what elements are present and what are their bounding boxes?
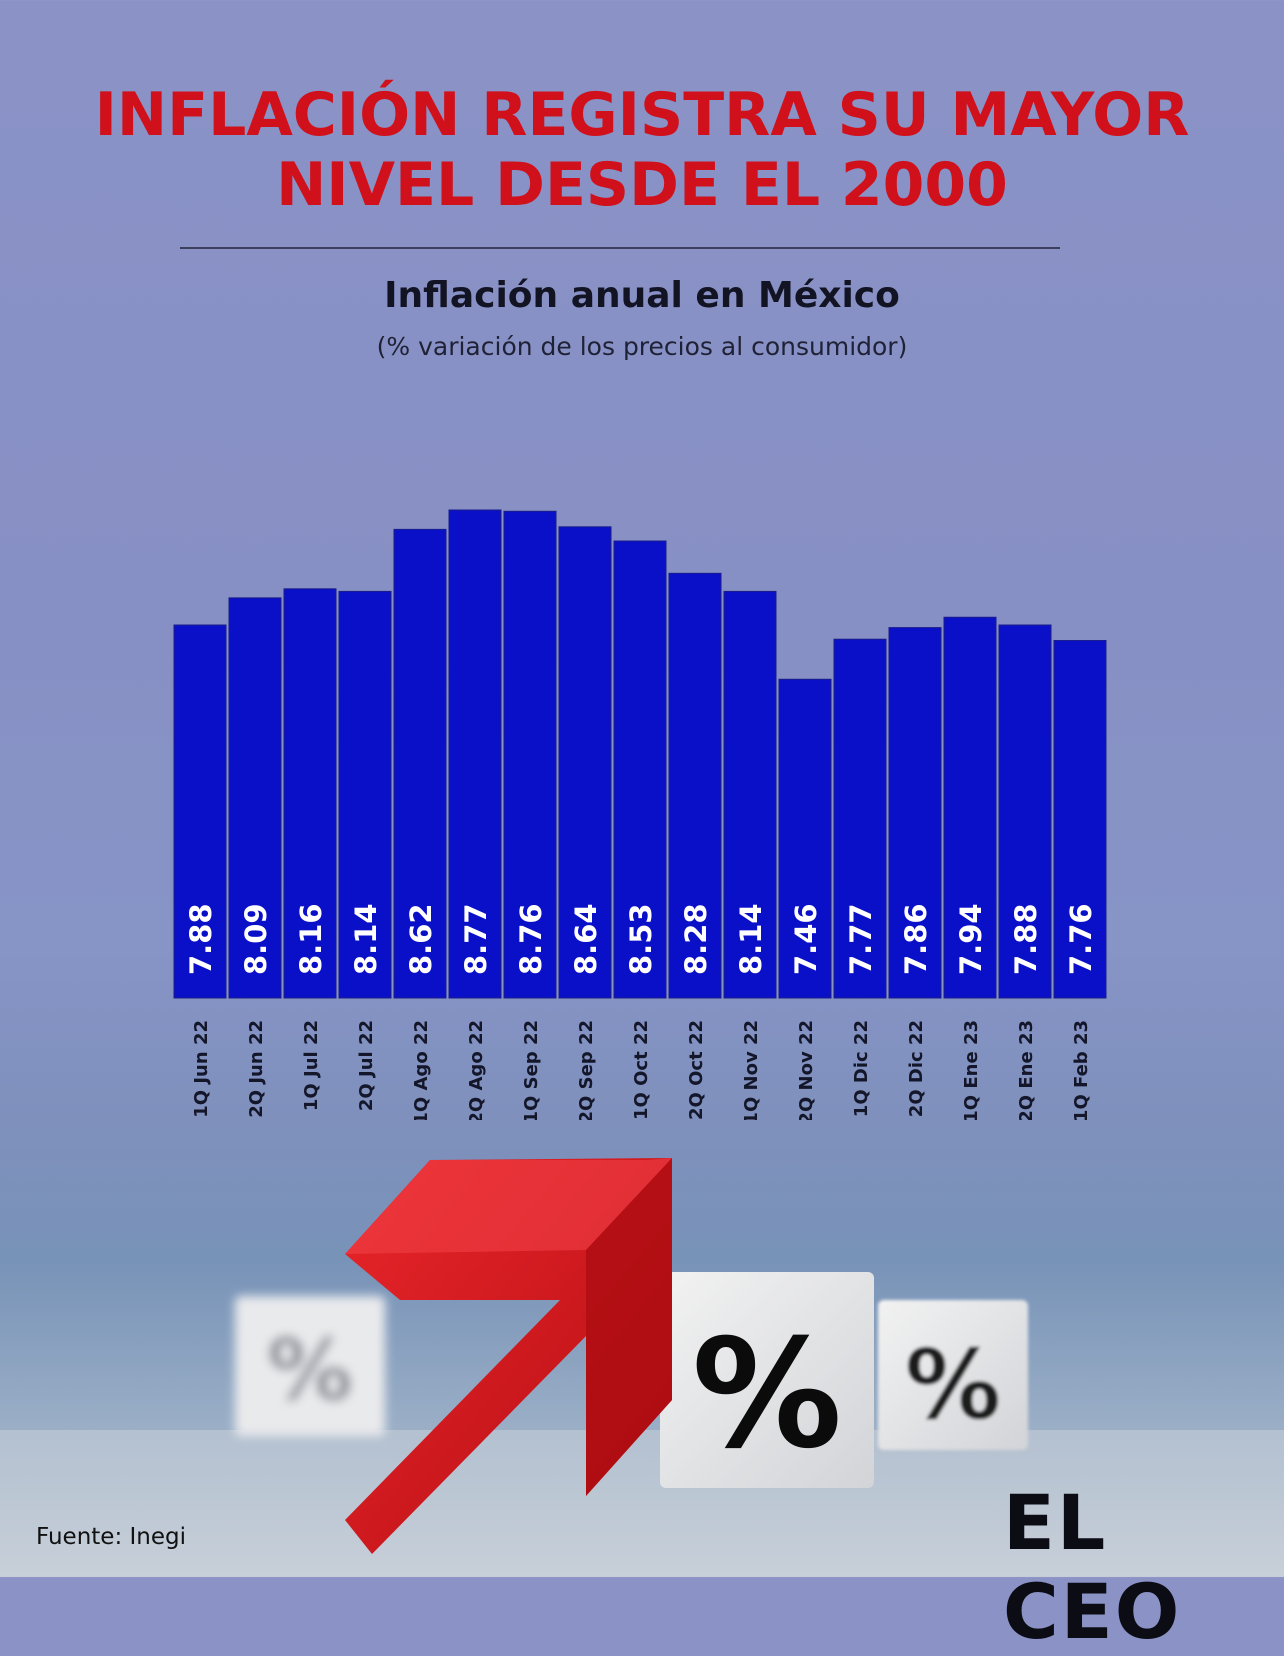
bar-value-label-10: 8.14 bbox=[734, 903, 768, 975]
percent-icon: % bbox=[267, 1321, 353, 1421]
bar-9 bbox=[668, 572, 722, 999]
bar-value-label-2: 8.16 bbox=[294, 903, 328, 975]
decorative-scene: % % % bbox=[0, 1158, 1284, 1577]
source-note: Fuente: Inegi bbox=[36, 1524, 187, 1550]
x-tick-label-14: 1Q Ene 23 bbox=[961, 1020, 982, 1120]
percent-icon: % bbox=[905, 1329, 1001, 1441]
cube-front: % bbox=[660, 1272, 874, 1488]
bar-value-label-11: 7.46 bbox=[789, 903, 823, 975]
cube-left-blurred: % bbox=[235, 1296, 385, 1436]
bar-value-label-3: 8.14 bbox=[349, 903, 383, 975]
bar-value-label-9: 8.28 bbox=[679, 903, 713, 975]
brand-logo: EL CEO bbox=[1003, 1478, 1182, 1656]
x-tick-label-11: 2Q Nov 22 bbox=[796, 1020, 817, 1120]
headline-line-1: INFLACIÓN REGISTRA SU MAYOR bbox=[94, 80, 1190, 150]
chart-subtitle: (% variación de los precios al consumido… bbox=[376, 332, 908, 361]
x-tick-label-12: 1Q Dic 22 bbox=[851, 1020, 872, 1117]
x-tick-label-9: 2Q Oct 22 bbox=[686, 1020, 707, 1120]
x-tick-label-3: 2Q Jul 22 bbox=[356, 1020, 377, 1111]
x-tick-label-10: 1Q Nov 22 bbox=[741, 1020, 762, 1120]
x-tick-label-7: 2Q Sep 22 bbox=[576, 1020, 597, 1120]
title-divider bbox=[180, 247, 1060, 249]
bar-value-label-6: 8.76 bbox=[514, 903, 548, 975]
x-tick-label-16: 1Q Feb 23 bbox=[1071, 1020, 1092, 1120]
x-tick-label-13: 2Q Dic 22 bbox=[906, 1020, 927, 1117]
bar-10 bbox=[723, 590, 777, 999]
x-tick-label-5: 2Q Ago 22 bbox=[466, 1020, 487, 1120]
headline-line-2: NIVEL DESDE EL 2000 bbox=[276, 150, 1008, 220]
x-tick-label-6: 1Q Sep 22 bbox=[521, 1020, 542, 1120]
bar-value-label-12: 7.77 bbox=[844, 903, 878, 975]
bar-value-label-13: 7.86 bbox=[899, 903, 933, 975]
bar-4 bbox=[393, 528, 447, 999]
x-tick-label-4: 1Q Ago 22 bbox=[411, 1020, 432, 1120]
bar-14 bbox=[943, 616, 997, 999]
bar-6 bbox=[503, 510, 557, 999]
bar-3 bbox=[338, 590, 392, 999]
bar-value-label-1: 8.09 bbox=[239, 903, 273, 975]
x-tick-label-1: 2Q Jun 22 bbox=[246, 1020, 267, 1118]
headline: INFLACIÓN REGISTRA SU MAYOR NIVEL DESDE … bbox=[0, 80, 1284, 220]
x-tick-label-2: 1Q Jul 22 bbox=[301, 1020, 322, 1111]
bar-value-label-5: 8.77 bbox=[459, 903, 493, 975]
table-surface bbox=[0, 1430, 1284, 1577]
red-arrow-icon bbox=[345, 1158, 672, 1554]
bar-13 bbox=[888, 627, 942, 999]
x-tick-label-0: 1Q Jun 22 bbox=[191, 1020, 212, 1118]
bar-value-label-0: 7.88 bbox=[184, 903, 218, 975]
bar-0 bbox=[173, 624, 227, 999]
x-tick-label-15: 2Q Ene 23 bbox=[1016, 1020, 1037, 1120]
bar-value-label-7: 8.64 bbox=[569, 903, 603, 975]
bar-value-label-16: 7.76 bbox=[1064, 903, 1098, 975]
bar-8 bbox=[613, 540, 667, 999]
bar-16 bbox=[1053, 640, 1107, 999]
chart-title: Inflación anual en México bbox=[384, 275, 900, 316]
bar-15 bbox=[998, 624, 1052, 999]
percent-icon: % bbox=[692, 1308, 842, 1482]
bar-value-label-14: 7.94 bbox=[954, 903, 988, 975]
cube-right: % bbox=[878, 1300, 1028, 1450]
bar-5 bbox=[448, 509, 502, 999]
x-tick-label-8: 1Q Oct 22 bbox=[631, 1020, 652, 1120]
bar-1 bbox=[228, 597, 282, 999]
bar-7 bbox=[558, 526, 612, 999]
bar-value-label-8: 8.53 bbox=[624, 903, 658, 975]
bar-chart: 7.88 1Q Jun 22 8.09 2Q Jun 22 8.16 1Q Jul 22 8… bbox=[173, 509, 1107, 1120]
bar-11 bbox=[778, 678, 832, 999]
bar-value-label-4: 8.62 bbox=[404, 903, 438, 975]
bar-12 bbox=[833, 638, 887, 999]
bar-2 bbox=[283, 588, 337, 999]
bar-value-label-15: 7.88 bbox=[1009, 903, 1043, 975]
